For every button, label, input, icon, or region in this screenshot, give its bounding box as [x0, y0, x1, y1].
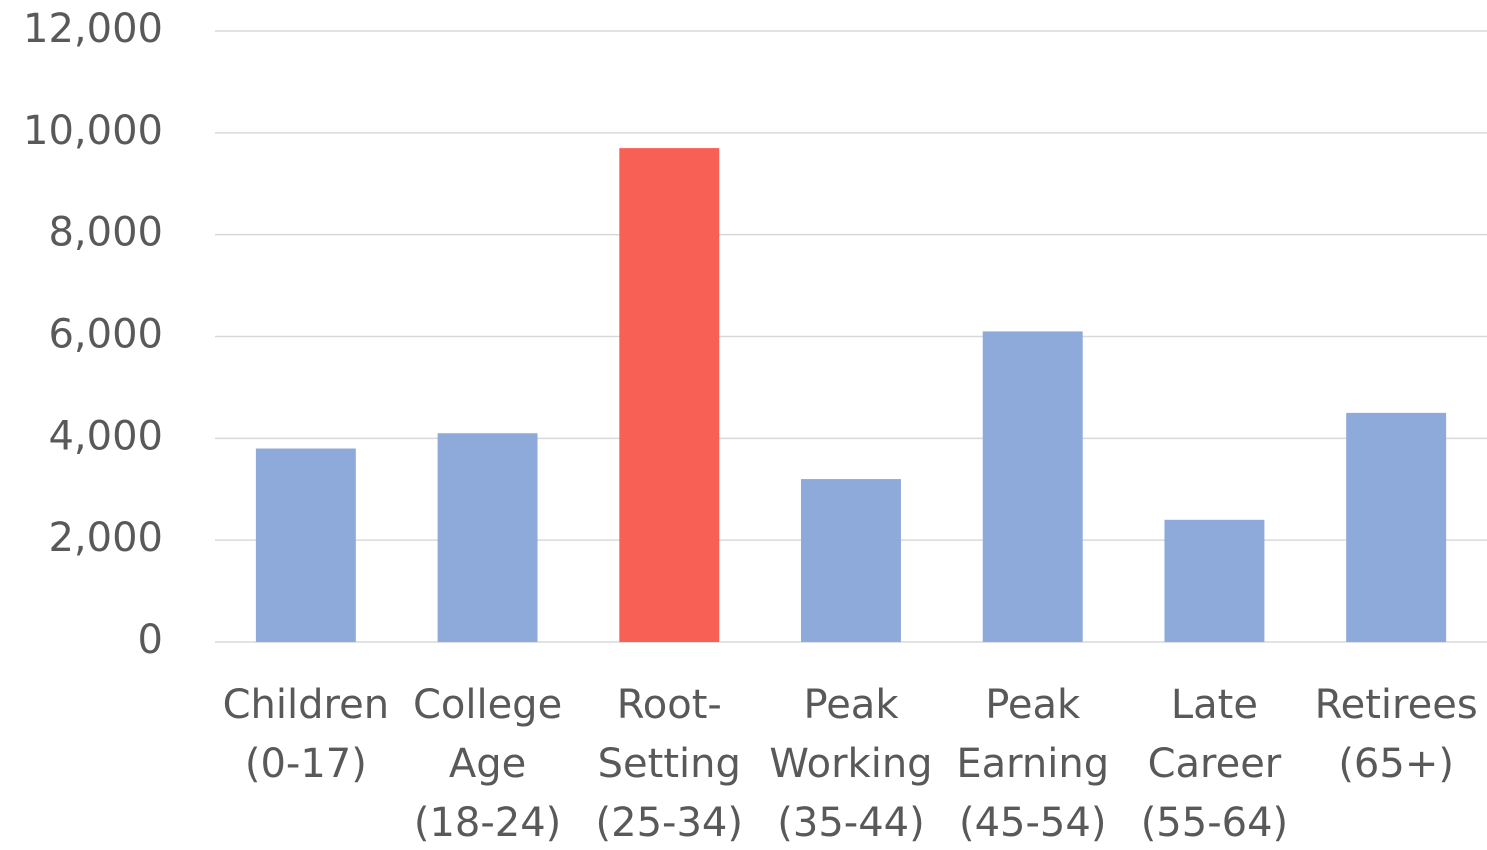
- x-tick-label: Root-: [617, 682, 722, 728]
- x-tick-label: (55-64): [1141, 800, 1288, 846]
- x-tick-label: Retirees: [1315, 682, 1478, 728]
- x-tick-label: Working: [769, 741, 932, 787]
- y-tick-label: 8,000: [48, 210, 163, 256]
- x-tick-label: (65+): [1338, 741, 1454, 787]
- x-tick-label: College: [413, 682, 562, 728]
- y-tick-label: 2,000: [48, 515, 163, 561]
- bar: [1346, 412, 1447, 642]
- y-tick-label: 0: [138, 617, 163, 663]
- x-tick-label: Children: [223, 682, 389, 728]
- x-tick-label: Peak: [985, 682, 1081, 728]
- y-tick-label: 6,000: [48, 312, 163, 358]
- bar: [255, 448, 356, 642]
- x-tick-label: Earning: [956, 741, 1109, 787]
- y-tick-label: 10,000: [23, 108, 163, 154]
- bar: [437, 433, 538, 642]
- x-tick-label: Age: [449, 741, 526, 787]
- x-tick-label: Peak: [804, 682, 900, 728]
- bar: [801, 479, 901, 642]
- bar: [619, 148, 720, 642]
- x-tick-label: (25-34): [596, 800, 743, 846]
- x-tick-label: (0-17): [245, 741, 367, 787]
- y-tick-label: 12,000: [23, 6, 163, 52]
- x-tick-label: (18-24): [414, 800, 561, 846]
- bar: [982, 331, 1083, 642]
- bar: [1164, 519, 1265, 642]
- x-tick-label: Late: [1171, 682, 1258, 728]
- y-tick-label: 4,000: [48, 413, 163, 459]
- x-tick-label: (35-44): [777, 800, 924, 846]
- x-tick-label: Career: [1148, 741, 1282, 787]
- x-tick-label: (45-54): [959, 800, 1106, 846]
- x-tick-label: Setting: [598, 741, 741, 787]
